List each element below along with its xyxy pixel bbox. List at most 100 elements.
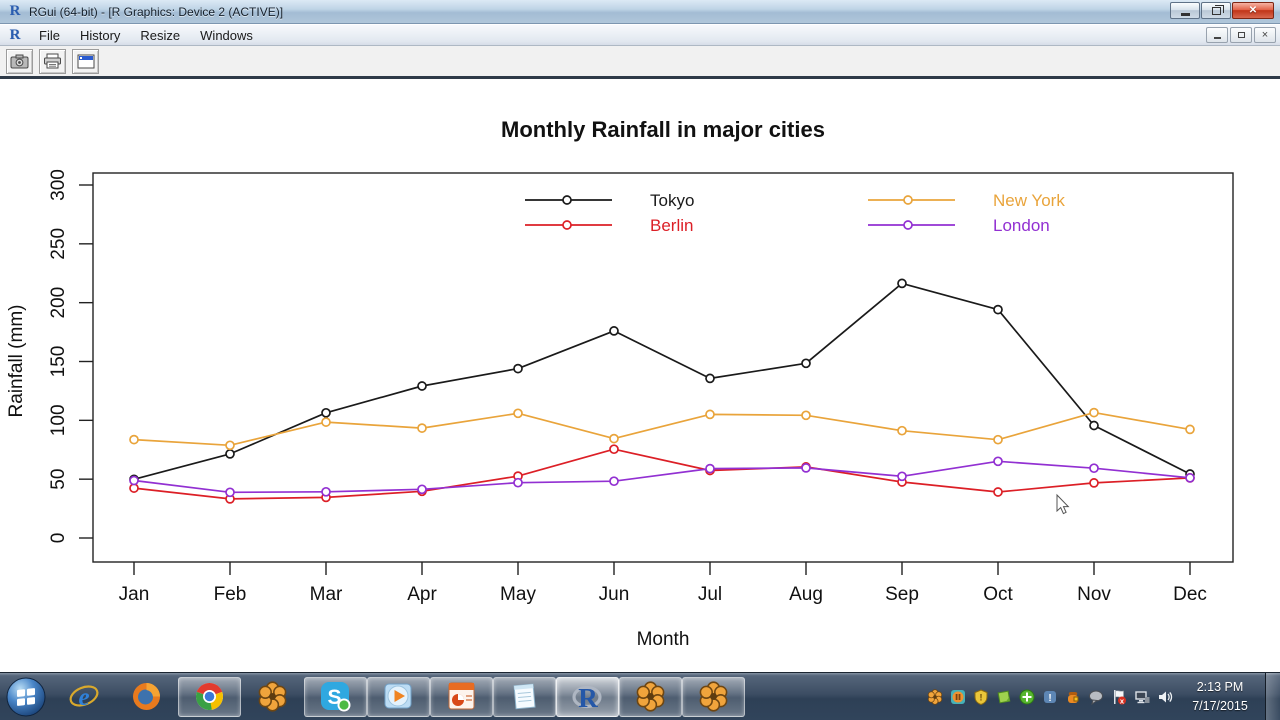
series-line-berlin (133, 448, 1191, 500)
windows-start-icon (6, 677, 46, 716)
menu-resize[interactable]: Resize (140, 27, 181, 43)
y-tick-label: 300 (48, 169, 69, 201)
svg-text:x: x (1120, 696, 1125, 705)
powerpoint-taskbar-button[interactable] (430, 676, 493, 717)
x-axis-title: Month (637, 629, 690, 650)
firefox-taskbar-button[interactable] (115, 677, 178, 717)
r-gui-taskbar-button[interactable]: R (556, 676, 619, 717)
minimize-button[interactable] (1170, 2, 1200, 19)
mdi-minimize-button[interactable] (1206, 27, 1228, 43)
graphics-device: Monthly Rainfall in major cities 0 50 100 15… (0, 79, 1280, 672)
show-desktop-button[interactable] (1265, 672, 1280, 720)
svg-text:!: ! (980, 692, 983, 702)
y-tick-label: 150 (48, 346, 69, 378)
internet-explorer-taskbar-button[interactable]: e (52, 677, 115, 717)
x-tick-label: Apr (407, 584, 437, 605)
flower-taskbar-button[interactable] (682, 676, 745, 717)
y-tick-label: 50 (48, 469, 69, 490)
window-controls: ✕ (1169, 2, 1274, 19)
series-line-new-york (133, 411, 1191, 447)
legend-label-tokyo: Tokyo (650, 191, 694, 210)
x-tick-label: May (500, 584, 536, 605)
flower-tray-icon[interactable] (927, 688, 943, 705)
x-tick-label: Oct (983, 584, 1013, 605)
shield-tray-icon[interactable]: ! (973, 688, 989, 705)
info-tray-icon[interactable]: ! (1042, 689, 1058, 705)
toolbar (0, 46, 1280, 76)
copy-to-clipboard-icon (10, 54, 29, 69)
mdi-child-r-icon: R (9, 26, 21, 43)
flag-tray-icon[interactable]: x (1111, 689, 1127, 705)
restore-button[interactable] (1201, 2, 1231, 19)
r-gui-icon: R (571, 680, 605, 714)
x-tick-label: Jan (119, 584, 150, 605)
kettle-tray-icon[interactable] (1065, 689, 1081, 705)
notepad-icon (508, 680, 541, 713)
x-tick-label: Jul (698, 584, 722, 605)
y-axis-title: Rainfall (mm) (6, 305, 27, 418)
y-tick-label: 0 (48, 533, 69, 544)
svg-text:!: ! (1048, 693, 1051, 704)
mdi-restore-button[interactable] (1230, 27, 1252, 43)
media-player-taskbar-button[interactable] (367, 676, 430, 717)
system-tray: !! x (927, 688, 1181, 705)
close-icon: ✕ (1248, 4, 1258, 16)
legend-label-london: London (993, 216, 1050, 235)
menu-windows[interactable]: Windows (200, 27, 253, 43)
volume-tray-icon[interactable] (1157, 689, 1173, 705)
chrome-taskbar-button[interactable] (178, 676, 241, 717)
flower-icon (257, 681, 288, 712)
x-tick-label: Feb (214, 584, 247, 605)
svg-text:e: e (78, 684, 89, 711)
x-tick-label: Mar (310, 584, 343, 605)
copy-to-clipboard-button[interactable] (6, 48, 33, 74)
network-tray-icon[interactable] (1134, 689, 1150, 705)
internet-explorer-icon: e (67, 680, 101, 714)
mdi-frame-edge (0, 76, 1280, 79)
powerpoint-icon (445, 680, 478, 713)
rainfall-chart: Monthly Rainfall in major cities 0 50 100 15… (6, 117, 1234, 650)
media-player-icon (382, 680, 415, 713)
flower-taskbar-button[interactable] (241, 677, 304, 717)
close-button[interactable]: ✕ (1232, 2, 1274, 19)
flower-taskbar-button[interactable] (619, 676, 682, 717)
chrome-icon (193, 680, 226, 713)
mdi-restore-icon (1237, 32, 1245, 38)
menu-items: File History Resize Windows (29, 26, 263, 45)
start-button[interactable] (0, 673, 52, 720)
taskbar-clock[interactable]: 2:13 PM 7/17/2015 (1181, 678, 1259, 714)
mouse-cursor (1056, 493, 1070, 515)
notepad-taskbar-button[interactable] (493, 676, 556, 717)
mdi-close-button[interactable]: × (1254, 27, 1276, 43)
svg-text:R: R (578, 683, 598, 713)
legend-label-berlin: Berlin (650, 216, 693, 235)
flower-icon (635, 681, 666, 712)
mdi-close-icon: × (1261, 28, 1269, 41)
pause-tray-icon[interactable] (950, 689, 966, 705)
menu-history[interactable]: History (79, 27, 121, 43)
x-tick-label: Jun (599, 584, 630, 605)
print-icon (43, 53, 62, 69)
mdi-minimize-icon (1213, 37, 1221, 39)
console-button[interactable] (72, 48, 99, 74)
x-tick-label: Sep (885, 584, 919, 605)
flower-icon (698, 681, 729, 712)
menu-file[interactable]: File (39, 27, 60, 43)
y-tick-label: 250 (48, 228, 69, 260)
clock-time: 2:13 PM (1196, 680, 1244, 695)
chart-title: Monthly Rainfall in major cities (501, 117, 825, 142)
series-line-tokyo (133, 282, 1191, 481)
skype-icon: S (319, 680, 352, 713)
print-button[interactable] (39, 48, 66, 74)
x-tick-label: Dec (1173, 584, 1207, 605)
update-tray-icon[interactable] (1019, 689, 1035, 705)
x-tick-label: Aug (789, 584, 823, 605)
skype-taskbar-button[interactable]: S (304, 676, 367, 717)
chat-tray-icon[interactable] (1088, 689, 1104, 705)
window-titlebar: R RGui (64-bit) - [R Graphics: Device 2 … (0, 0, 1280, 24)
clock-date: 7/17/2015 (1192, 698, 1248, 713)
note-tray-icon[interactable] (996, 689, 1012, 705)
y-tick-label: 200 (48, 287, 69, 319)
